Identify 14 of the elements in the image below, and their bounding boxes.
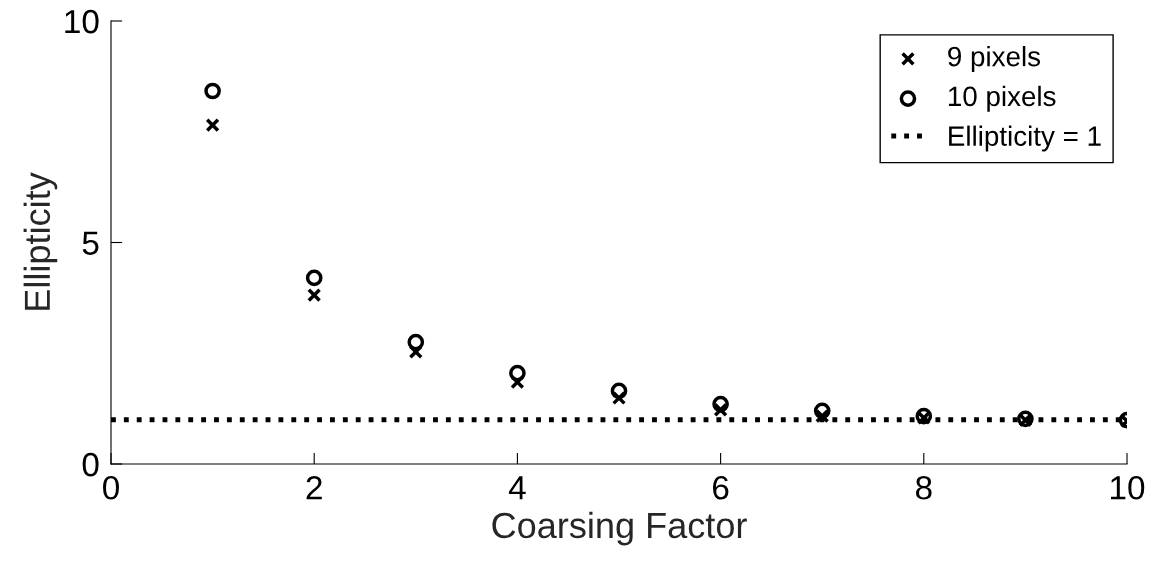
- x-tick-label: 2: [306, 475, 322, 500]
- y-axis-title: Ellipticity: [23, 172, 58, 310]
- x-tick-label: 8: [915, 475, 932, 500]
- legend-label: Ellipticity = 1: [949, 125, 1101, 152]
- x-tick-label: 10: [1111, 475, 1145, 500]
- x-tick-label: 4: [508, 476, 526, 500]
- y-tick-label: 0: [82, 452, 99, 477]
- y-tick-label: 5: [82, 231, 99, 255]
- legend-label: 10 pixels: [948, 85, 1056, 112]
- y-tick-label: 10: [65, 9, 99, 34]
- x-tick-label: 6: [713, 475, 729, 500]
- x-tick-label: 0: [103, 475, 119, 500]
- x-axis-title: Coarsing Factor: [492, 511, 747, 546]
- legend-label: 9 pixels: [948, 46, 1041, 72]
